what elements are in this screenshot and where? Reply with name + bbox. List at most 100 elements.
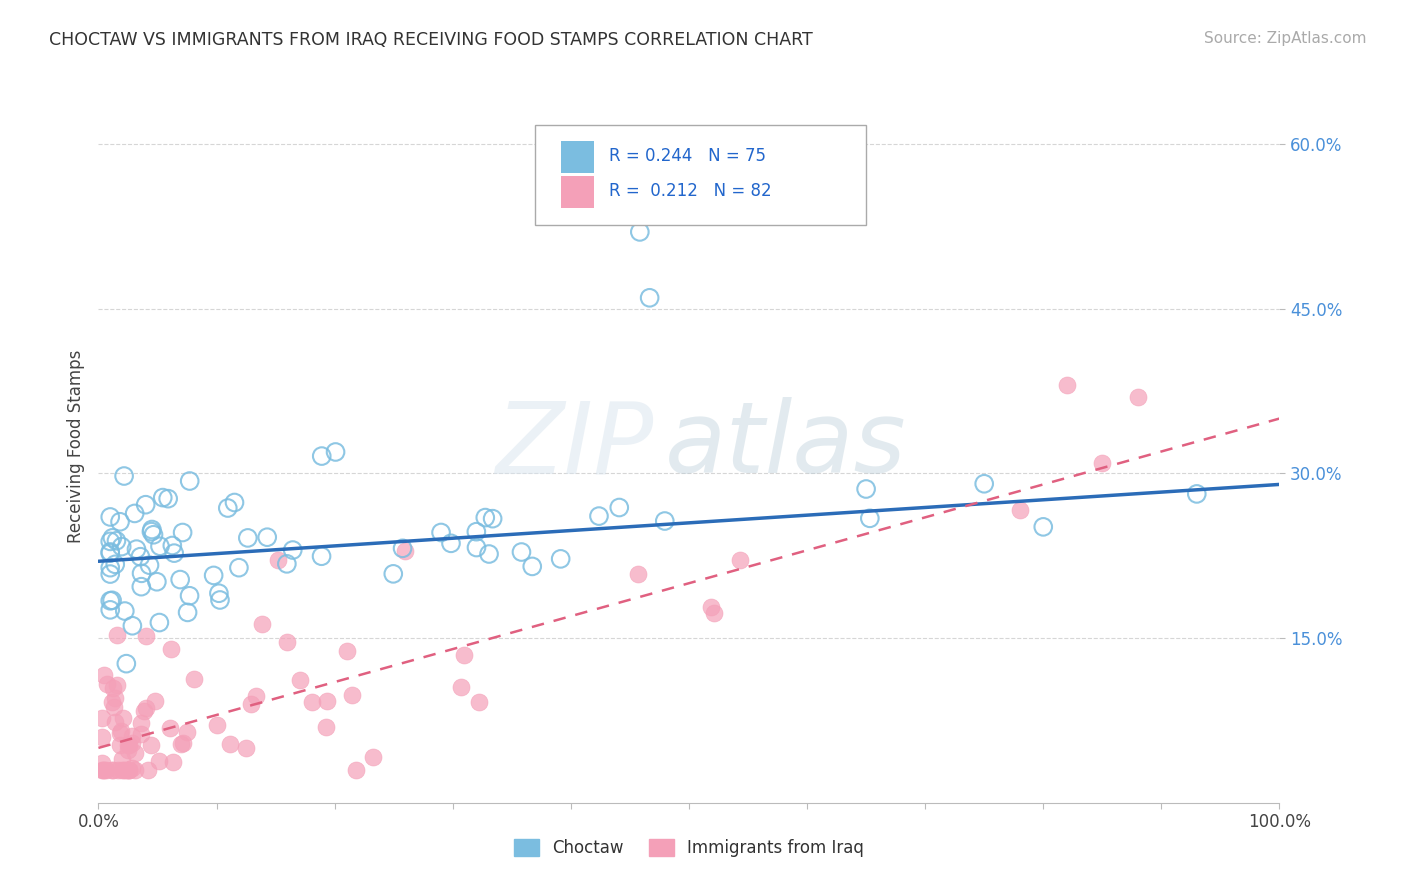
- Point: [159, 721, 181, 735]
- Point: [139, 738, 162, 752]
- Point: [98, 546, 121, 560]
- Point: [129, 716, 152, 731]
- Point: [465, 524, 488, 539]
- Point: [152, 491, 174, 505]
- Point: [124, 507, 146, 521]
- Point: [94, 763, 117, 777]
- Point: [96, 676, 118, 690]
- Point: [104, 690, 127, 705]
- Point: [440, 536, 463, 550]
- Point: [125, 542, 148, 557]
- Point: [240, 697, 263, 711]
- FancyBboxPatch shape: [561, 141, 595, 173]
- Point: [235, 740, 257, 755]
- Point: [157, 491, 180, 506]
- Point: [129, 727, 152, 741]
- Point: [465, 541, 488, 555]
- Text: Source: ZipAtlas.com: Source: ZipAtlas.com: [1204, 31, 1367, 46]
- Point: [91, 763, 114, 777]
- Point: [430, 525, 453, 540]
- Point: [550, 552, 572, 566]
- Point: [101, 531, 124, 545]
- Point: [228, 560, 250, 574]
- Point: [208, 586, 231, 600]
- Point: [1091, 456, 1114, 470]
- Point: [134, 704, 156, 718]
- Point: [129, 580, 152, 594]
- Point: [135, 498, 157, 512]
- Point: [111, 540, 134, 554]
- Point: [245, 689, 267, 703]
- Point: [98, 560, 121, 574]
- Point: [236, 531, 259, 545]
- Point: [104, 715, 127, 730]
- Point: [315, 720, 337, 734]
- Point: [202, 568, 225, 582]
- Point: [117, 763, 139, 777]
- Point: [141, 523, 163, 537]
- Point: [169, 573, 191, 587]
- Point: [101, 681, 124, 695]
- Point: [131, 566, 153, 581]
- Text: R =  0.212   N = 82: R = 0.212 N = 82: [609, 182, 772, 200]
- Point: [1056, 378, 1078, 392]
- Point: [172, 525, 194, 540]
- Point: [111, 763, 134, 777]
- Point: [311, 449, 333, 463]
- Point: [105, 533, 128, 548]
- Point: [169, 737, 191, 751]
- Point: [121, 736, 143, 750]
- Point: [281, 543, 304, 558]
- Point: [267, 553, 290, 567]
- Point: [1032, 520, 1054, 534]
- Point: [316, 693, 339, 707]
- Point: [342, 688, 364, 702]
- Point: [218, 737, 240, 751]
- Text: CHOCTAW VS IMMIGRANTS FROM IRAQ RECEIVING FOOD STAMPS CORRELATION CHART: CHOCTAW VS IMMIGRANTS FROM IRAQ RECEIVIN…: [49, 31, 813, 49]
- Point: [101, 763, 124, 777]
- Point: [91, 711, 114, 725]
- Point: [129, 549, 152, 564]
- Point: [108, 739, 131, 753]
- Point: [114, 763, 136, 777]
- Point: [104, 558, 127, 572]
- Point: [336, 644, 359, 658]
- Point: [134, 629, 156, 643]
- Point: [163, 546, 186, 560]
- Point: [124, 763, 146, 777]
- Point: [474, 510, 496, 524]
- Point: [93, 763, 115, 777]
- Point: [205, 718, 228, 732]
- Point: [101, 763, 124, 777]
- Point: [98, 510, 121, 524]
- Point: [183, 673, 205, 687]
- Point: [117, 743, 139, 757]
- Point: [638, 291, 661, 305]
- Text: R = 0.244   N = 75: R = 0.244 N = 75: [609, 146, 766, 164]
- Point: [288, 673, 311, 688]
- Point: [111, 752, 134, 766]
- Point: [98, 594, 121, 608]
- Point: [91, 730, 114, 744]
- Point: [105, 678, 128, 692]
- Point: [627, 566, 650, 581]
- Point: [450, 680, 472, 694]
- Text: atlas: atlas: [665, 398, 907, 494]
- Point: [118, 738, 141, 752]
- Point: [160, 642, 183, 657]
- Point: [136, 763, 159, 777]
- Point: [148, 615, 170, 630]
- Point: [121, 619, 143, 633]
- Point: [217, 501, 239, 516]
- Point: [276, 557, 298, 571]
- Point: [179, 474, 201, 488]
- Point: [654, 514, 676, 528]
- Point: [179, 589, 201, 603]
- Point: [481, 511, 503, 525]
- Point: [1185, 487, 1208, 501]
- Point: [703, 606, 725, 620]
- Point: [98, 567, 121, 582]
- Point: [1126, 390, 1149, 404]
- Point: [301, 695, 323, 709]
- Point: [276, 635, 298, 649]
